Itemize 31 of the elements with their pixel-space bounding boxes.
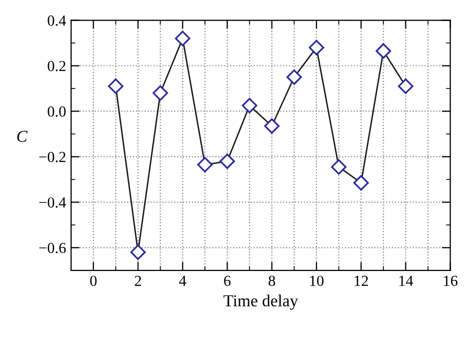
x-axis-title: Time delay (224, 294, 298, 310)
y-tick-label: −0.4 (39, 197, 66, 208)
y-tick-label: −0.2 (39, 152, 66, 162)
x-tick-label: 14 (399, 276, 414, 286)
x-tick-label: 4 (179, 276, 186, 286)
x-tick-label: 10 (310, 276, 324, 286)
point (264, 118, 280, 134)
y-tick-label: 0.4 (48, 15, 66, 26)
x-tick-label: 2 (134, 276, 141, 286)
y-tick-label: 0.2 (48, 60, 66, 72)
point (130, 244, 146, 260)
point (398, 78, 414, 94)
point (376, 43, 392, 59)
x-tick-label: 12 (354, 276, 368, 286)
point (353, 175, 369, 191)
x-tick-label: 6 (224, 276, 231, 286)
x-tick-label: 8 (268, 276, 276, 286)
point (174, 30, 190, 46)
point (197, 156, 213, 172)
point (242, 98, 258, 114)
y-axis-title: C (17, 130, 28, 142)
point (220, 154, 235, 169)
x-tick-label: 16 (444, 276, 458, 286)
y-tick-label: −0.6 (39, 242, 66, 254)
point (152, 85, 168, 101)
point (331, 159, 346, 175)
point (108, 78, 124, 94)
x-tick-label: 0 (90, 276, 97, 286)
y-tick-label: 0.0 (48, 106, 66, 117)
point (286, 69, 302, 85)
point (308, 40, 324, 56)
